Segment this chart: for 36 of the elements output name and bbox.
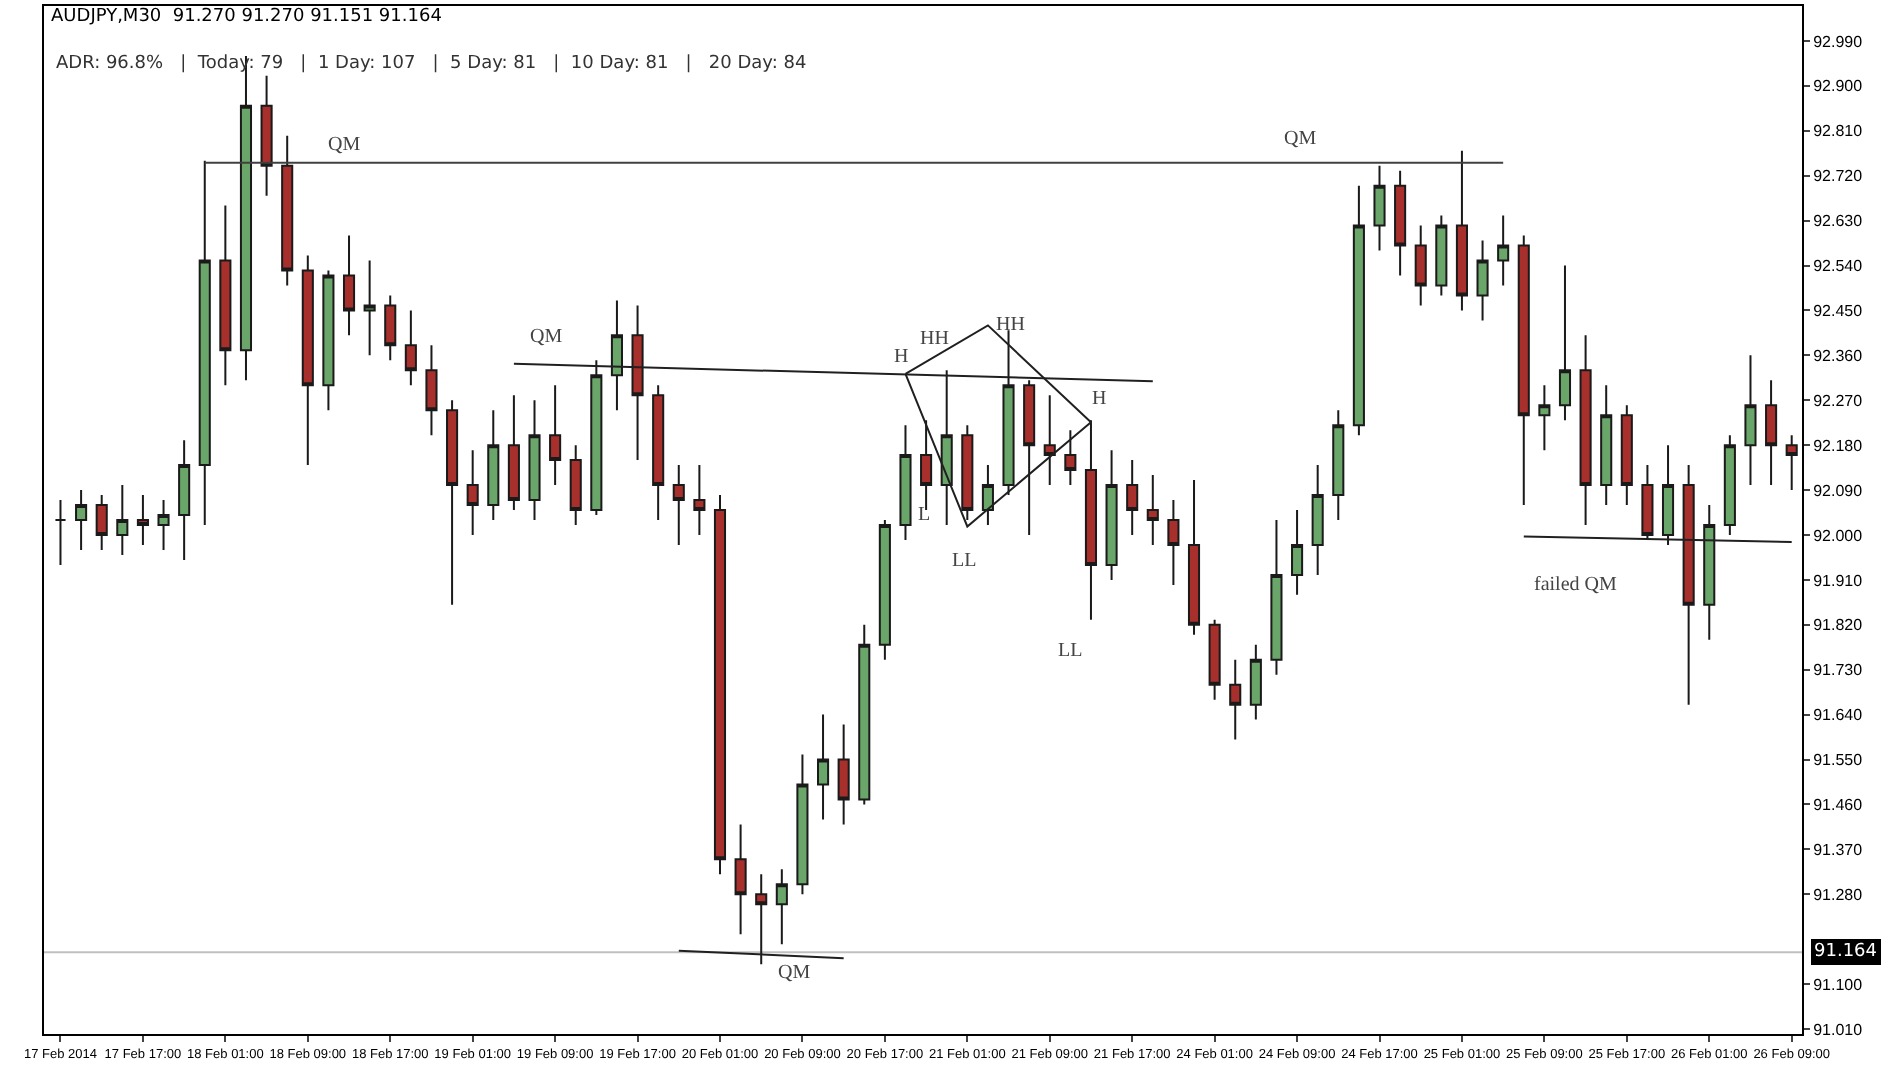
y-tick-label: 91.640 [1813,706,1864,725]
ref-line-label: 91.164 [1814,942,1878,962]
annotation: H [1092,388,1107,410]
y-tick-label: 91.910 [1813,571,1864,590]
y-tick-label: 92.000 [1813,526,1864,545]
annotation: H [894,346,909,368]
y-tick-label: 91.010 [1813,1020,1864,1039]
y-tick-label: 91.280 [1813,885,1864,904]
annotation: LL [1058,640,1083,662]
y-tick-label: 92.180 [1813,436,1864,455]
y-tick-label: 92.540 [1813,257,1864,276]
y-tick-label: 92.630 [1813,212,1864,231]
y-tick-label: 92.270 [1813,391,1864,410]
y-tick-label: 91.100 [1813,975,1864,994]
annotation: QM [530,326,563,348]
chart-title: AUDJPY,M30 91.270 91.270 91.151 91.164 [51,7,443,28]
y-tick-label: 91.820 [1813,616,1864,635]
y-tick-label: 91.730 [1813,661,1864,680]
y-tick-label: 92.450 [1813,302,1864,320]
y-tick-label: 91.460 [1813,796,1864,815]
y-tick-label: 91.370 [1813,840,1864,859]
y-tick-label: 92.360 [1813,346,1864,365]
annotation: QM [1284,128,1317,150]
annotation: HH [920,328,949,350]
annotation: L [918,504,931,526]
annotation: failed QM [1534,574,1617,596]
annotation: QM [778,962,811,984]
y-tick-label: 92.990 [1813,32,1864,51]
annotation: LL [952,550,977,572]
y-tick-label: 91.550 [1813,751,1864,770]
y-tick-label: 92.900 [1813,77,1864,96]
annotation: QM [328,134,361,156]
annotation: HH [996,314,1025,336]
y-tick-label: 92.810 [1813,122,1864,141]
y-tick-label: 92.090 [1813,481,1864,500]
y-tick-label: 92.720 [1813,167,1864,186]
